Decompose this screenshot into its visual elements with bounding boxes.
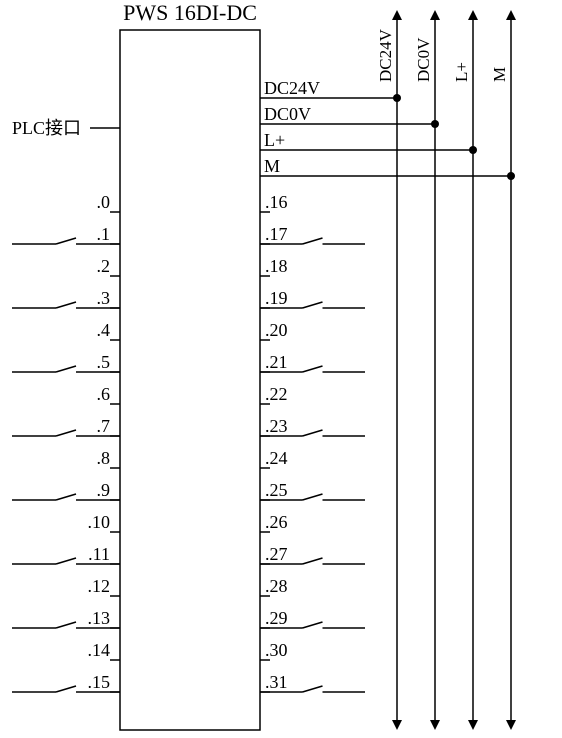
right-terminal-label: .25 <box>265 480 288 500</box>
right-terminal-label: .31 <box>265 672 288 692</box>
right-terminal-label: .18 <box>265 256 288 276</box>
left-terminal-label: .4 <box>97 320 111 340</box>
rail-label: L+ <box>452 62 471 82</box>
left-terminal-label: .3 <box>97 288 111 308</box>
power-pin-label: DC24V <box>264 78 320 98</box>
left-terminal-label: .5 <box>97 352 111 372</box>
module-title: PWS 16DI-DC <box>123 0 257 25</box>
rail-label: DC0V <box>414 37 433 82</box>
left-terminal-label: .12 <box>88 576 111 596</box>
left-terminal-label: .11 <box>88 544 110 564</box>
left-terminal-label: .7 <box>97 416 111 436</box>
left-terminal-label: .10 <box>88 512 111 532</box>
right-terminal-label: .30 <box>265 640 288 660</box>
left-terminal-label: .9 <box>97 480 111 500</box>
right-terminal-label: .23 <box>265 416 288 436</box>
right-terminal-label: .24 <box>265 448 288 468</box>
right-terminal-label: .29 <box>265 608 288 628</box>
rail-label: M <box>490 67 509 82</box>
right-terminal-label: .21 <box>265 352 288 372</box>
right-terminal-label: .27 <box>265 544 288 564</box>
right-terminal-label: .20 <box>265 320 288 340</box>
left-terminal-label: .15 <box>88 672 111 692</box>
left-terminal-label: .6 <box>97 384 111 404</box>
left-terminal-label: .2 <box>97 256 111 276</box>
left-terminal-label: .1 <box>97 224 111 244</box>
right-terminal-label: .26 <box>265 512 288 532</box>
right-terminal-label: .17 <box>265 224 288 244</box>
power-pin-label: DC0V <box>264 104 311 124</box>
right-terminal-label: .28 <box>265 576 288 596</box>
left-terminal-label: .13 <box>88 608 111 628</box>
right-terminal-label: .16 <box>265 192 288 212</box>
left-terminal-label: .0 <box>97 192 111 212</box>
left-terminal-label: .8 <box>97 448 111 468</box>
plc-interface-label: PLC接口 <box>12 118 81 138</box>
rail-label: DC24V <box>376 28 395 82</box>
left-terminal-label: .14 <box>88 640 111 660</box>
module-body <box>120 30 260 730</box>
right-terminal-label: .22 <box>265 384 288 404</box>
power-pin-label: L+ <box>264 130 285 150</box>
power-pin-label: M <box>264 156 280 176</box>
right-terminal-label: .19 <box>265 288 288 308</box>
